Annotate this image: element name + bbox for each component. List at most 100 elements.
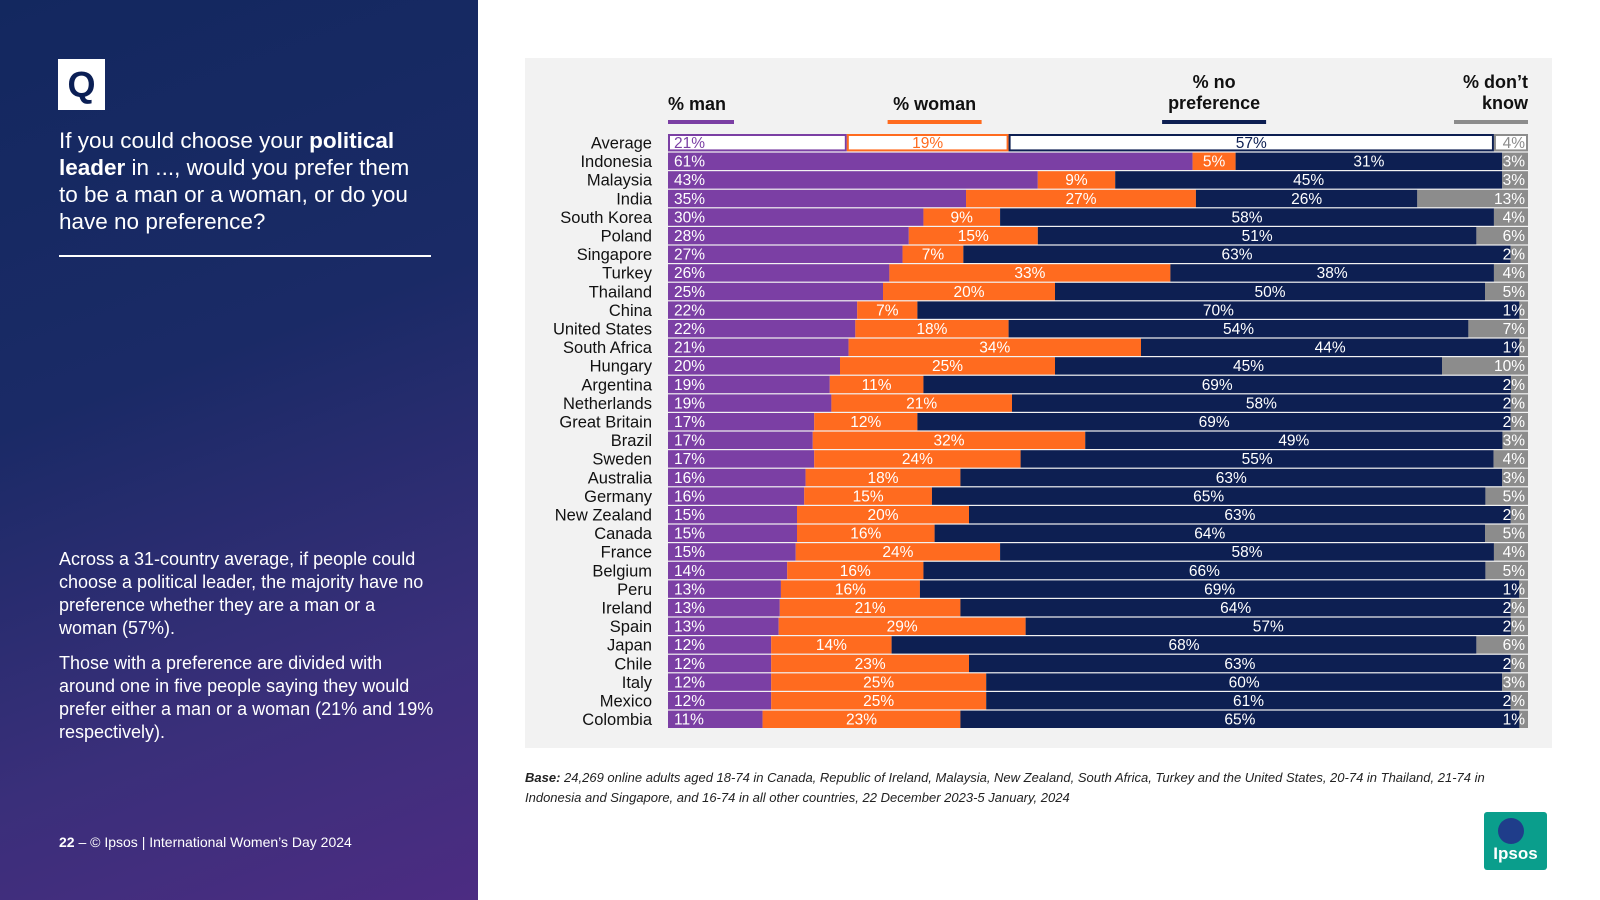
bar-segment-26-3 — [1510, 617, 1528, 635]
data-label-3-3: 13% — [1494, 191, 1525, 208]
data-label-21-1: 16% — [850, 526, 881, 543]
data-label-5-1: 15% — [958, 228, 989, 245]
bar-segment-3-1 — [966, 189, 1196, 208]
data-label-9-1: 7% — [876, 302, 899, 319]
row-label-15: Great Britain — [559, 414, 652, 432]
legend-label-1: % woman — [893, 94, 976, 114]
data-label-21-3: 5% — [1503, 526, 1526, 543]
data-label-0-1: 19% — [912, 135, 943, 152]
bar-segment-13-3 — [1510, 375, 1528, 394]
data-label-1-0: 61% — [674, 154, 705, 171]
data-label-4-0: 30% — [674, 209, 705, 226]
data-label-15-3: 2% — [1503, 414, 1526, 431]
data-label-20-0: 15% — [674, 507, 705, 524]
data-label-9-2: 70% — [1203, 302, 1234, 319]
bar-segment-27-2 — [891, 636, 1477, 654]
row-label-21: Canada — [594, 525, 653, 543]
base-note: Base: 24,269 online adults aged 18-74 in… — [525, 768, 1525, 808]
data-label-20-3: 2% — [1503, 507, 1526, 524]
data-label-22-2: 58% — [1231, 544, 1262, 561]
bar-segment-24-0 — [668, 580, 781, 598]
logo-text: Ipsos — [1493, 844, 1538, 863]
bar-segment-17-2 — [1020, 450, 1494, 468]
bar-segment-23-2 — [923, 561, 1486, 580]
bar-segment-17-3 — [1493, 450, 1528, 468]
data-label-5-0: 28% — [674, 228, 705, 245]
question-text: If you could choose your political leade… — [59, 127, 434, 235]
bar-segment-4-1 — [923, 208, 1001, 226]
data-label-13-3: 2% — [1503, 377, 1526, 394]
data-label-6-0: 27% — [674, 247, 705, 264]
bar-segment-10-1 — [855, 320, 1009, 338]
question-emphasis: political leader — [59, 128, 395, 180]
data-label-31-3: 1% — [1503, 712, 1526, 729]
bar-segment-1-1 — [1192, 152, 1236, 170]
data-label-25-1: 21% — [855, 600, 886, 617]
data-label-28-1: 23% — [855, 656, 886, 673]
data-label-21-0: 15% — [674, 526, 705, 543]
bar-segment-29-2 — [986, 673, 1503, 691]
data-label-17-3: 4% — [1503, 451, 1526, 468]
bar-segment-30-2 — [986, 692, 1511, 710]
summary-paragraph-1: Across a 31-country average, if people c… — [59, 549, 424, 638]
bar-segment-1-3 — [1502, 152, 1528, 170]
bar-segment-12-0 — [668, 357, 840, 375]
data-label-10-1: 18% — [916, 321, 947, 338]
bar-segment-20-0 — [668, 506, 797, 524]
data-label-31-2: 65% — [1224, 712, 1255, 729]
data-label-15-2: 69% — [1199, 414, 1230, 431]
data-label-1-3: 3% — [1503, 154, 1526, 171]
question-badge: Q — [58, 59, 105, 110]
bar-segment-25-2 — [960, 599, 1511, 617]
bar-segment-18-1 — [805, 468, 961, 487]
bar-segment-25-0 — [668, 599, 780, 617]
data-label-8-3: 5% — [1503, 284, 1526, 301]
data-label-26-2: 57% — [1253, 619, 1284, 636]
row-label-25: Ireland — [602, 600, 652, 618]
data-label-23-0: 14% — [674, 563, 705, 580]
row-label-17: Sweden — [592, 451, 652, 469]
question-part: in ..., would you prefer them to be a ma… — [59, 155, 410, 234]
data-label-30-2: 61% — [1233, 693, 1264, 710]
data-label-31-1: 23% — [846, 712, 877, 729]
bar-segment-4-0 — [668, 208, 924, 226]
row-label-28: Chile — [614, 655, 652, 673]
bar-segment-15-2 — [917, 413, 1511, 431]
data-label-12-0: 20% — [674, 358, 705, 375]
data-label-13-2: 69% — [1202, 377, 1233, 394]
bar-segment-21-2 — [934, 524, 1485, 542]
data-label-14-3: 2% — [1503, 395, 1526, 412]
data-label-25-2: 64% — [1220, 600, 1251, 617]
row-label-27: Japan — [607, 637, 652, 655]
bar-segment-18-2 — [960, 468, 1503, 487]
data-label-2-2: 45% — [1293, 172, 1324, 189]
bar-segment-5-1 — [908, 227, 1038, 245]
bar-segment-2-3 — [1502, 171, 1528, 189]
row-label-12: Hungary — [590, 358, 653, 376]
row-label-2: Malaysia — [587, 172, 653, 190]
bar-segment-14-0 — [668, 394, 832, 412]
data-label-16-3: 3% — [1503, 433, 1526, 450]
bar-segment-25-3 — [1510, 599, 1528, 617]
data-label-24-2: 69% — [1204, 581, 1235, 598]
data-label-17-0: 17% — [674, 451, 705, 468]
bar-segment-19-2 — [931, 487, 1486, 505]
bar-segment-16-2 — [1085, 431, 1503, 449]
data-label-28-3: 2% — [1503, 656, 1526, 673]
bar-segment-21-3 — [1485, 524, 1528, 542]
bar-segment-18-0 — [668, 468, 806, 487]
bar-segment-11-3 — [1519, 338, 1528, 356]
bar-segment-12-1 — [840, 357, 1055, 375]
bar-segment-6-1 — [902, 245, 964, 263]
data-label-12-2: 45% — [1233, 358, 1264, 375]
data-label-1-1: 5% — [1203, 154, 1226, 171]
row-label-29: Italy — [622, 674, 653, 692]
data-label-6-3: 2% — [1503, 247, 1526, 264]
ipsos-logo: Ipsos — [1484, 812, 1547, 870]
row-label-16: Brazil — [611, 432, 652, 450]
data-label-20-1: 20% — [867, 507, 898, 524]
data-label-27-2: 68% — [1168, 637, 1199, 654]
data-label-5-2: 51% — [1242, 228, 1273, 245]
data-label-25-3: 2% — [1503, 600, 1526, 617]
data-label-19-1: 15% — [853, 488, 884, 505]
